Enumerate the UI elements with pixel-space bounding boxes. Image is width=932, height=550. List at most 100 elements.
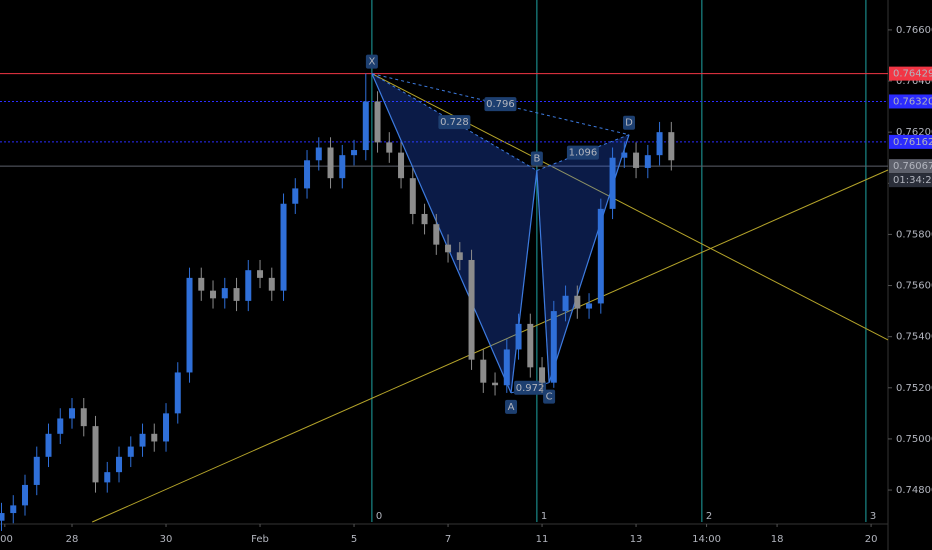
candle-body <box>456 252 463 260</box>
candle-body <box>80 408 87 427</box>
candle-body <box>503 349 510 386</box>
pattern-leg <box>548 134 630 383</box>
x-tick-label: Feb <box>251 534 269 545</box>
candle-body <box>139 433 146 447</box>
ratio-label: 0.796 <box>486 99 515 110</box>
candle-body <box>492 382 499 386</box>
x-tick-label: 5 <box>351 534 357 545</box>
candle-body <box>221 288 228 299</box>
x-tick-label: 13 <box>630 534 643 545</box>
candle-body <box>292 188 299 204</box>
point-box <box>505 399 518 414</box>
point-label: C <box>546 392 553 403</box>
ratio-box <box>566 145 599 160</box>
candle-body <box>527 323 534 368</box>
x-tick-label: 28 <box>66 534 79 545</box>
x-tick-label: 14:00 <box>692 534 721 545</box>
candle-body <box>515 323 522 350</box>
candle-body <box>257 270 264 278</box>
candle-body <box>163 413 170 442</box>
candle-body <box>362 101 369 151</box>
candle-body <box>116 456 123 473</box>
candle-body <box>233 288 240 301</box>
candle-body <box>22 484 29 506</box>
candle-body <box>268 277 275 291</box>
x-tick-label: 30 <box>160 534 173 545</box>
price-label-box <box>889 94 932 109</box>
ratio-box <box>438 115 471 130</box>
candle-body <box>421 213 428 225</box>
candle-body <box>550 311 557 383</box>
price-label: 0.76320 <box>893 96 932 107</box>
time-zone-label: 0 <box>376 511 382 522</box>
x-tick-label: 20 <box>865 534 878 545</box>
candle-body <box>127 446 134 457</box>
ratio-label: 0.972 <box>516 383 545 394</box>
candle-body <box>57 418 64 434</box>
candle-body <box>409 178 416 214</box>
candle-body <box>480 359 487 383</box>
candle-body <box>104 472 111 483</box>
point-box <box>623 115 636 130</box>
candle-body <box>574 295 581 309</box>
time-zone-label: 1 <box>541 511 547 522</box>
ratio-label: 0.728 <box>440 117 469 128</box>
time-zone-label: 3 <box>870 511 876 522</box>
point-box <box>530 151 543 166</box>
candle-body <box>174 372 181 414</box>
countdown: 01:34:20 <box>893 175 932 186</box>
candle-body <box>433 224 440 245</box>
candle-body <box>597 208 604 304</box>
candle-body <box>351 150 358 156</box>
pattern-leg <box>371 73 512 394</box>
candle-body <box>45 433 52 457</box>
candle-body <box>386 142 393 153</box>
x-tick-label: 7 <box>445 534 451 545</box>
x-tick-label: :00 <box>0 534 13 545</box>
candle-body <box>644 155 651 168</box>
candle-body <box>69 408 76 419</box>
pattern-fill <box>536 134 630 383</box>
candle-body <box>245 270 252 301</box>
candle-body <box>586 303 593 309</box>
candle-body <box>0 513 5 521</box>
point-label: B <box>533 154 540 165</box>
point-box <box>543 389 556 404</box>
candle-body <box>339 155 346 179</box>
candle-body <box>398 152 405 179</box>
price-label: 0.76067 <box>893 161 932 172</box>
ratio-box <box>514 380 547 395</box>
candle-body <box>668 132 675 161</box>
price-label-box <box>889 66 932 81</box>
candle-body <box>539 367 546 383</box>
pattern-leg <box>536 170 550 383</box>
pattern-leg <box>510 170 538 393</box>
point-label: D <box>625 118 633 129</box>
candle-body <box>10 505 17 514</box>
candle-body <box>468 259 475 360</box>
candle-body <box>186 277 193 373</box>
candle-body <box>562 295 569 312</box>
countdown-box <box>889 173 932 188</box>
point-box <box>365 54 378 69</box>
candle-body <box>198 277 205 291</box>
x-tick-label: 11 <box>536 534 549 545</box>
candle-body <box>315 147 322 161</box>
price-label: 0.76162 <box>893 137 932 148</box>
candle-body <box>210 290 217 299</box>
candle-body <box>151 433 158 442</box>
candle-body <box>609 157 616 209</box>
point-label: A <box>508 402 515 413</box>
candle-body <box>33 456 40 485</box>
pattern-fill <box>371 73 537 393</box>
